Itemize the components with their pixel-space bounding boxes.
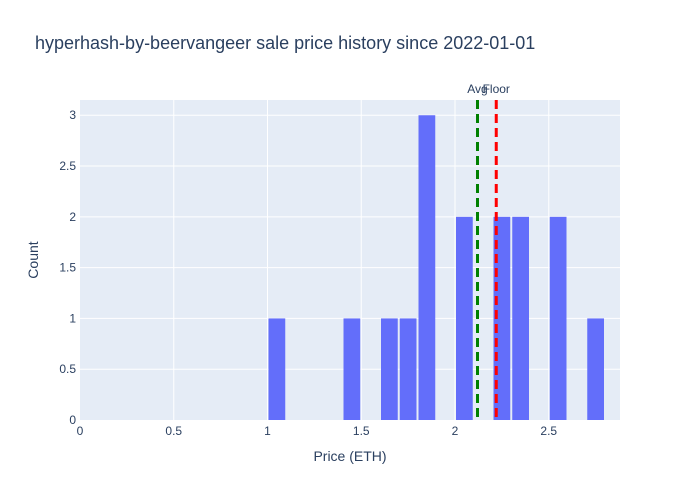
histogram-bar (399, 318, 417, 420)
histogram-bar (343, 318, 361, 420)
histogram-bar (549, 216, 567, 420)
reference-line-label-avg: Avg (467, 82, 487, 96)
y-axis-title: Count (25, 241, 41, 278)
reference-line-label-floor: Floor (483, 82, 510, 96)
x-tick-label: 2.5 (540, 424, 557, 438)
histogram-bar (456, 216, 473, 420)
x-tick-label: 1 (264, 424, 271, 438)
bars (268, 115, 604, 420)
y-tick-label: 0.5 (59, 362, 76, 376)
y-tick-label: 1 (69, 311, 76, 325)
histogram-bar (587, 318, 604, 420)
x-tick-label: 0.5 (165, 424, 182, 438)
x-axis-title: Price (ETH) (313, 448, 386, 464)
chart-title: hyperhash-by-beervangeer sale price hist… (35, 33, 536, 53)
y-tick-label: 2 (69, 210, 76, 224)
y-tick-label: 0 (69, 413, 76, 427)
histogram-bar (268, 318, 286, 420)
histogram-bar (418, 115, 436, 420)
histogram-bar (381, 318, 398, 420)
x-tick-label: 1.5 (353, 424, 370, 438)
x-tick-label: 0 (77, 424, 84, 438)
y-tick-labels: 0 0.5 1 1.5 2 2.5 3 (59, 108, 76, 427)
x-tick-labels: 0 0.5 1 1.5 2 2.5 (77, 424, 558, 438)
y-tick-label: 3 (69, 108, 76, 122)
y-tick-label: 1.5 (59, 261, 76, 275)
x-tick-label: 2 (452, 424, 459, 438)
histogram-bar (512, 216, 529, 420)
y-tick-label: 2.5 (59, 159, 76, 173)
